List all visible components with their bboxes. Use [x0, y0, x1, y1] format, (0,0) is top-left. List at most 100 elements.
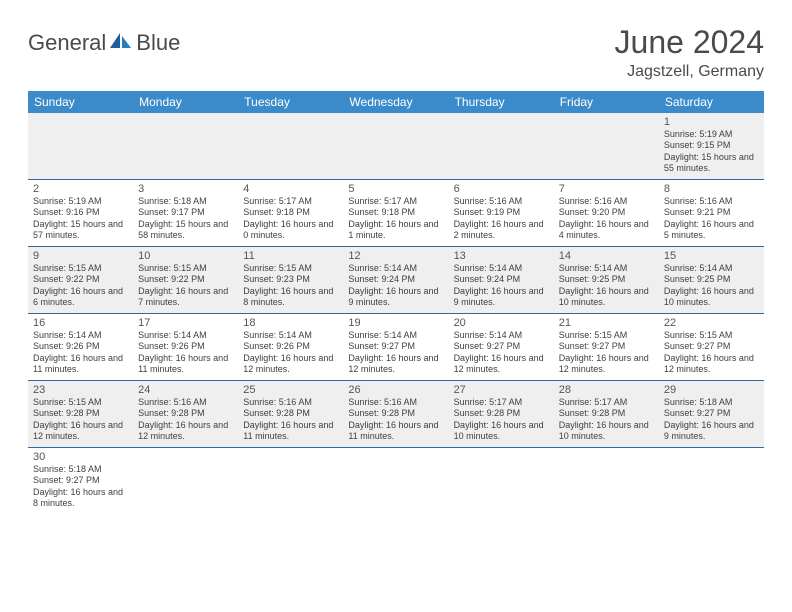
day-number: 1 [664, 116, 759, 128]
day-info: Sunrise: 5:14 AMSunset: 9:24 PMDaylight:… [454, 263, 549, 308]
daylight-text: Daylight: 16 hours and 10 minutes. [559, 420, 654, 443]
day-info: Sunrise: 5:14 AMSunset: 9:25 PMDaylight:… [559, 263, 654, 308]
day-number: 21 [559, 317, 654, 329]
day-number: 14 [559, 250, 654, 262]
sunset-text: Sunset: 9:28 PM [243, 408, 338, 419]
sunrise-text: Sunrise: 5:18 AM [138, 196, 233, 207]
sunset-text: Sunset: 9:27 PM [559, 341, 654, 352]
sunrise-text: Sunrise: 5:14 AM [33, 330, 128, 341]
calendar-week-row: 9Sunrise: 5:15 AMSunset: 9:22 PMDaylight… [28, 247, 764, 314]
calendar-day-cell: 9Sunrise: 5:15 AMSunset: 9:22 PMDaylight… [28, 247, 133, 314]
sunrise-text: Sunrise: 5:15 AM [33, 397, 128, 408]
sunset-text: Sunset: 9:15 PM [664, 140, 759, 151]
daylight-text: Daylight: 16 hours and 9 minutes. [664, 420, 759, 443]
day-info: Sunrise: 5:15 AMSunset: 9:22 PMDaylight:… [138, 263, 233, 308]
header: General Blue June 2024 Jagstzell, German… [28, 24, 764, 81]
sunrise-text: Sunrise: 5:16 AM [138, 397, 233, 408]
sunset-text: Sunset: 9:26 PM [243, 341, 338, 352]
logo-text-part2: Blue [136, 30, 180, 56]
calendar-day-cell [238, 113, 343, 180]
sunrise-text: Sunrise: 5:14 AM [243, 330, 338, 341]
sunrise-text: Sunrise: 5:14 AM [138, 330, 233, 341]
daylight-text: Daylight: 16 hours and 6 minutes. [33, 286, 128, 309]
weekday-header: Wednesday [343, 91, 448, 113]
calendar-week-row: 23Sunrise: 5:15 AMSunset: 9:28 PMDayligh… [28, 381, 764, 448]
day-number: 30 [33, 451, 128, 463]
calendar-week-row: 1Sunrise: 5:19 AMSunset: 9:15 PMDaylight… [28, 113, 764, 180]
daylight-text: Daylight: 16 hours and 12 minutes. [559, 353, 654, 376]
day-info: Sunrise: 5:19 AMSunset: 9:15 PMDaylight:… [664, 129, 759, 174]
sunset-text: Sunset: 9:28 PM [33, 408, 128, 419]
daylight-text: Daylight: 16 hours and 12 minutes. [138, 420, 233, 443]
sunrise-text: Sunrise: 5:19 AM [33, 196, 128, 207]
weekday-header: Thursday [449, 91, 554, 113]
calendar-day-cell: 23Sunrise: 5:15 AMSunset: 9:28 PMDayligh… [28, 381, 133, 448]
calendar-day-cell: 29Sunrise: 5:18 AMSunset: 9:27 PMDayligh… [659, 381, 764, 448]
weekday-header: Sunday [28, 91, 133, 113]
calendar-day-cell: 30Sunrise: 5:18 AMSunset: 9:27 PMDayligh… [28, 448, 133, 515]
sunrise-text: Sunrise: 5:19 AM [664, 129, 759, 140]
sunset-text: Sunset: 9:28 PM [454, 408, 549, 419]
calendar-day-cell: 27Sunrise: 5:17 AMSunset: 9:28 PMDayligh… [449, 381, 554, 448]
calendar-day-cell: 20Sunrise: 5:14 AMSunset: 9:27 PMDayligh… [449, 314, 554, 381]
daylight-text: Daylight: 16 hours and 10 minutes. [559, 286, 654, 309]
day-number: 27 [454, 384, 549, 396]
calendar-day-cell: 15Sunrise: 5:14 AMSunset: 9:25 PMDayligh… [659, 247, 764, 314]
day-info: Sunrise: 5:18 AMSunset: 9:27 PMDaylight:… [664, 397, 759, 442]
day-info: Sunrise: 5:14 AMSunset: 9:25 PMDaylight:… [664, 263, 759, 308]
calendar-day-cell [554, 113, 659, 180]
day-info: Sunrise: 5:17 AMSunset: 9:18 PMDaylight:… [243, 196, 338, 241]
sunrise-text: Sunrise: 5:17 AM [454, 397, 549, 408]
day-number: 3 [138, 183, 233, 195]
day-number: 11 [243, 250, 338, 262]
weekday-header-row: Sunday Monday Tuesday Wednesday Thursday… [28, 91, 764, 113]
day-number: 19 [348, 317, 443, 329]
calendar-day-cell: 18Sunrise: 5:14 AMSunset: 9:26 PMDayligh… [238, 314, 343, 381]
daylight-text: Daylight: 16 hours and 9 minutes. [454, 286, 549, 309]
sunrise-text: Sunrise: 5:15 AM [33, 263, 128, 274]
logo-text-part1: General [28, 30, 106, 56]
day-info: Sunrise: 5:14 AMSunset: 9:27 PMDaylight:… [454, 330, 549, 375]
day-info: Sunrise: 5:15 AMSunset: 9:23 PMDaylight:… [243, 263, 338, 308]
calendar-day-cell [449, 448, 554, 515]
weekday-header: Tuesday [238, 91, 343, 113]
sunrise-text: Sunrise: 5:16 AM [348, 397, 443, 408]
day-number: 16 [33, 317, 128, 329]
sunset-text: Sunset: 9:23 PM [243, 274, 338, 285]
day-info: Sunrise: 5:14 AMSunset: 9:26 PMDaylight:… [243, 330, 338, 375]
sunrise-text: Sunrise: 5:14 AM [454, 263, 549, 274]
day-info: Sunrise: 5:15 AMSunset: 9:22 PMDaylight:… [33, 263, 128, 308]
day-info: Sunrise: 5:14 AMSunset: 9:27 PMDaylight:… [348, 330, 443, 375]
sunset-text: Sunset: 9:26 PM [33, 341, 128, 352]
day-info: Sunrise: 5:18 AMSunset: 9:27 PMDaylight:… [33, 464, 128, 509]
sunset-text: Sunset: 9:25 PM [664, 274, 759, 285]
day-info: Sunrise: 5:15 AMSunset: 9:28 PMDaylight:… [33, 397, 128, 442]
location: Jagstzell, Germany [615, 63, 764, 81]
day-number: 5 [348, 183, 443, 195]
sunset-text: Sunset: 9:16 PM [33, 207, 128, 218]
sunset-text: Sunset: 9:27 PM [454, 341, 549, 352]
calendar-day-cell: 19Sunrise: 5:14 AMSunset: 9:27 PMDayligh… [343, 314, 448, 381]
sunset-text: Sunset: 9:27 PM [664, 408, 759, 419]
calendar-day-cell [343, 113, 448, 180]
calendar-day-cell: 17Sunrise: 5:14 AMSunset: 9:26 PMDayligh… [133, 314, 238, 381]
sunset-text: Sunset: 9:18 PM [348, 207, 443, 218]
day-number: 24 [138, 384, 233, 396]
daylight-text: Daylight: 16 hours and 11 minutes. [348, 420, 443, 443]
calendar-week-row: 2Sunrise: 5:19 AMSunset: 9:16 PMDaylight… [28, 180, 764, 247]
calendar-day-cell: 4Sunrise: 5:17 AMSunset: 9:18 PMDaylight… [238, 180, 343, 247]
day-number: 17 [138, 317, 233, 329]
daylight-text: Daylight: 16 hours and 10 minutes. [664, 286, 759, 309]
day-info: Sunrise: 5:14 AMSunset: 9:24 PMDaylight:… [348, 263, 443, 308]
daylight-text: Daylight: 16 hours and 12 minutes. [454, 353, 549, 376]
daylight-text: Daylight: 15 hours and 58 minutes. [138, 219, 233, 242]
sunrise-text: Sunrise: 5:15 AM [138, 263, 233, 274]
calendar-day-cell [554, 448, 659, 515]
day-number: 4 [243, 183, 338, 195]
sunset-text: Sunset: 9:22 PM [138, 274, 233, 285]
day-number: 28 [559, 384, 654, 396]
sunrise-text: Sunrise: 5:14 AM [664, 263, 759, 274]
sunset-text: Sunset: 9:17 PM [138, 207, 233, 218]
daylight-text: Daylight: 16 hours and 5 minutes. [664, 219, 759, 242]
calendar-day-cell: 22Sunrise: 5:15 AMSunset: 9:27 PMDayligh… [659, 314, 764, 381]
